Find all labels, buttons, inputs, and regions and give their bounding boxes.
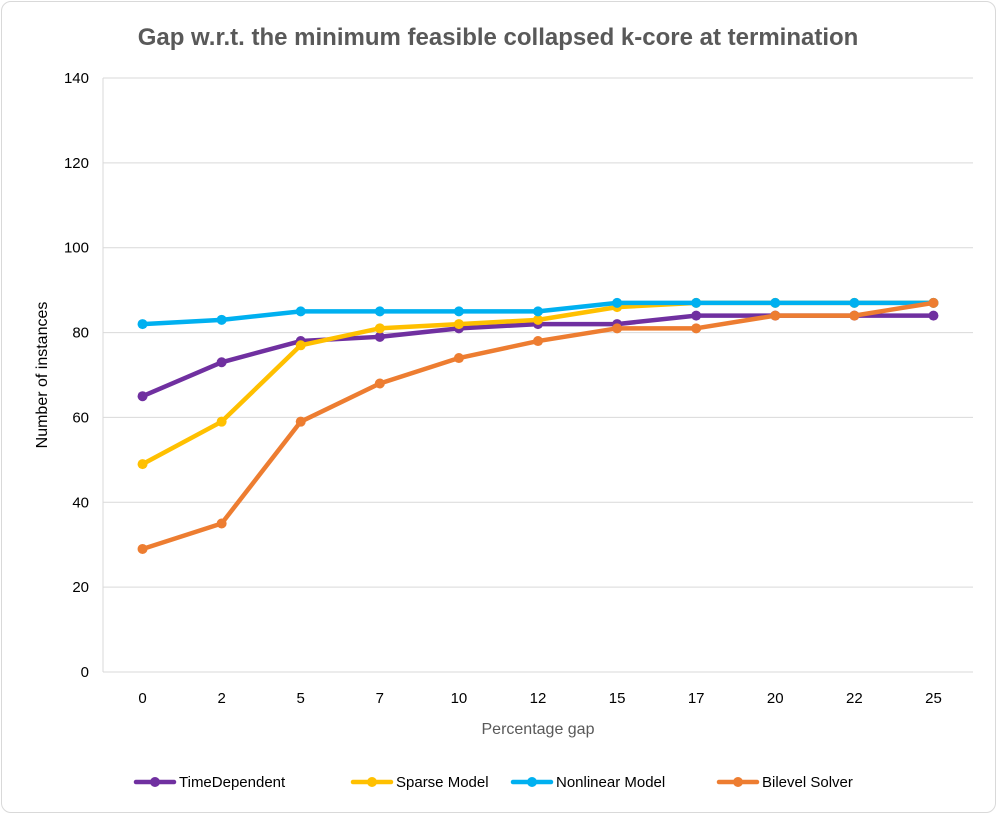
y-tick-label: 20 — [72, 579, 89, 596]
data-point — [374, 323, 385, 334]
data-point — [216, 314, 227, 325]
data-point — [137, 319, 148, 330]
x-tick-label: 22 — [846, 690, 863, 707]
x-axis-label: Percentage gap — [482, 721, 595, 738]
data-point — [453, 319, 464, 330]
legend-label: Bilevel Solver — [762, 774, 853, 791]
x-tick-label: 20 — [767, 690, 784, 707]
y-tick-label: 100 — [64, 240, 89, 257]
y-tick-label: 60 — [72, 409, 89, 426]
series-bilevel-solver — [137, 297, 939, 554]
data-point — [849, 297, 860, 308]
x-tick-label: 15 — [609, 690, 626, 707]
data-point — [216, 416, 227, 427]
data-point — [533, 314, 543, 325]
legend-marker — [733, 777, 743, 787]
chart-title: Gap w.r.t. the minimum feasible collapse… — [138, 24, 859, 51]
data-point — [612, 323, 623, 334]
data-point — [295, 340, 306, 351]
x-tick-label: 5 — [297, 690, 305, 707]
x-tick-labels: 0 2 5 7 10 12 15 17 20 22 25 — [138, 690, 941, 707]
x-tick-label: 7 — [376, 690, 384, 707]
data-point — [849, 310, 860, 321]
data-point — [691, 297, 702, 308]
legend-item: Sparse Model — [350, 774, 489, 791]
data-point — [770, 310, 781, 321]
data-point — [295, 306, 306, 317]
legend-marker — [367, 777, 377, 787]
y-tick-label: 0 — [81, 664, 89, 681]
y-tick-labels: 0 20 40 60 80 100 120 140 — [64, 70, 89, 681]
x-tick-label: 10 — [451, 690, 468, 707]
legend-item: TimeDependent — [133, 774, 286, 791]
legend-item: Nonlinear Model — [510, 774, 665, 791]
legend-item: Bilevel Solver — [716, 774, 853, 791]
series-nonlinear-model — [137, 297, 939, 330]
data-point — [928, 297, 939, 308]
legend: TimeDependent Sparse Model Nonlinear Model… — [133, 774, 853, 791]
legend-label: Nonlinear Model — [556, 774, 665, 791]
data-point — [533, 306, 543, 317]
data-point — [137, 391, 148, 402]
data-point — [137, 459, 148, 470]
legend-label: TimeDependent — [179, 774, 286, 791]
series-lines — [137, 297, 939, 554]
data-point — [928, 310, 939, 321]
data-point — [216, 518, 227, 529]
data-point — [374, 378, 385, 389]
legend-marker — [150, 777, 160, 787]
y-axis-label: Number of instances — [34, 302, 51, 449]
y-tick-label: 140 — [64, 70, 89, 87]
x-tick-label: 17 — [688, 690, 705, 707]
legend-label: Sparse Model — [396, 774, 489, 791]
y-tick-label: 80 — [72, 325, 89, 342]
data-point — [216, 357, 227, 368]
y-tick-label: 40 — [72, 494, 89, 511]
data-point — [453, 353, 464, 364]
data-point — [691, 310, 702, 321]
legend-marker — [527, 777, 537, 787]
y-tick-label: 120 — [64, 155, 89, 172]
gridlines — [102, 77, 973, 673]
data-point — [533, 336, 543, 347]
data-point — [295, 416, 306, 427]
data-point — [374, 331, 385, 342]
data-point — [691, 323, 702, 334]
data-point — [374, 306, 385, 317]
data-point — [453, 306, 464, 317]
x-tick-label: 0 — [138, 690, 146, 707]
x-tick-label: 25 — [925, 690, 942, 707]
data-point — [137, 543, 148, 554]
data-point — [770, 297, 781, 308]
series-sparse-model — [137, 297, 939, 470]
x-tick-label: 2 — [217, 690, 225, 707]
x-tick-label: 12 — [530, 690, 547, 707]
data-point — [612, 297, 623, 308]
